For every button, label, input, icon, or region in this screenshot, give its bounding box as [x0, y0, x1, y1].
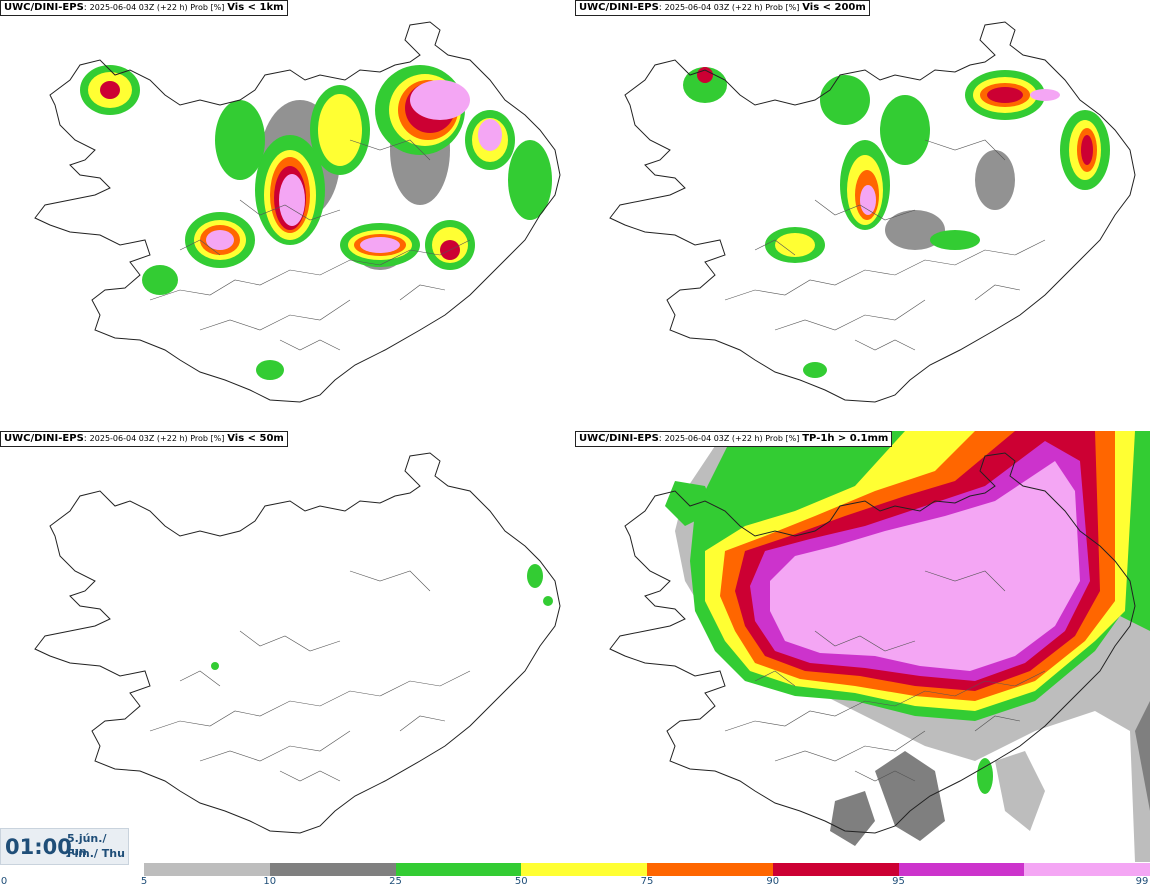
probability-shading: [211, 564, 553, 670]
colorbar-ticks: 0 5 10 25 50 75 90 95 99: [0, 876, 1150, 891]
colorbar-tick-label: 90: [766, 876, 780, 887]
probability-colorbar: [144, 863, 1150, 876]
colorbar-tick-label: 95: [892, 876, 905, 887]
map-vis-1km: [34, 21, 561, 403]
colorbar-segment: [395, 863, 522, 876]
colorbar-tick-label: 75: [640, 876, 654, 887]
map-vis-50m: [34, 452, 561, 834]
map-panel-vis-50m: UWC/DINI-EPS: 2025-06-04 03Z (+22 h) Pro…: [0, 431, 575, 862]
colorbar-tick-label: 99: [1135, 876, 1149, 887]
probability-shading: [683, 67, 1110, 378]
colorbar-tick-label: 10: [263, 876, 277, 887]
colorbar-tick-label: 25: [389, 876, 402, 887]
panel-title: UWC/DINI-EPS: 2025-06-04 03Z (+22 h) Pro…: [575, 431, 893, 447]
panel-title: UWC/DINI-EPS: 2025-06-04 03Z (+22 h) Pro…: [0, 0, 288, 16]
valid-time: 01:00: [5, 835, 72, 859]
panel-title: UWC/DINI-EPS: 2025-06-04 03Z (+22 h) Pro…: [575, 0, 870, 16]
map-panel-vis-200m: UWC/DINI-EPS: 2025-06-04 03Z (+22 h) Pro…: [575, 0, 1150, 431]
colorbar-tick-label: 5: [140, 876, 148, 887]
colorbar-segment: [898, 863, 1025, 876]
colorbar-tick-label: 0: [0, 876, 8, 887]
colorbar-segment: [647, 863, 773, 876]
colorbar-segment: [144, 863, 270, 876]
colorbar-tick-label: 50: [514, 876, 528, 887]
map-panel-vis-1km: UWC/DINI-EPS: 2025-06-04 03Z (+22 h) Pro…: [0, 0, 575, 431]
probability-shading: [80, 65, 552, 380]
colorbar-segment: [269, 863, 396, 876]
probability-shading: [665, 431, 1150, 862]
colorbar-segment: [1024, 863, 1150, 876]
map-precip: [609, 431, 1150, 862]
valid-weekday: Fim./ Thu: [67, 847, 125, 860]
colorbar-segment: [772, 863, 899, 876]
map-panel-precip: UWC/DINI-EPS: 2025-06-04 03Z (+22 h) Pro…: [575, 431, 1150, 862]
valid-time-box: 01:00 5.jún./ Jun Fim./ Thu: [0, 828, 129, 865]
valid-date: 5.jún./ Jun: [67, 832, 107, 858]
panel-title: UWC/DINI-EPS: 2025-06-04 03Z (+22 h) Pro…: [0, 431, 288, 447]
map-vis-200m: [609, 21, 1136, 403]
colorbar-segment: [521, 863, 647, 876]
